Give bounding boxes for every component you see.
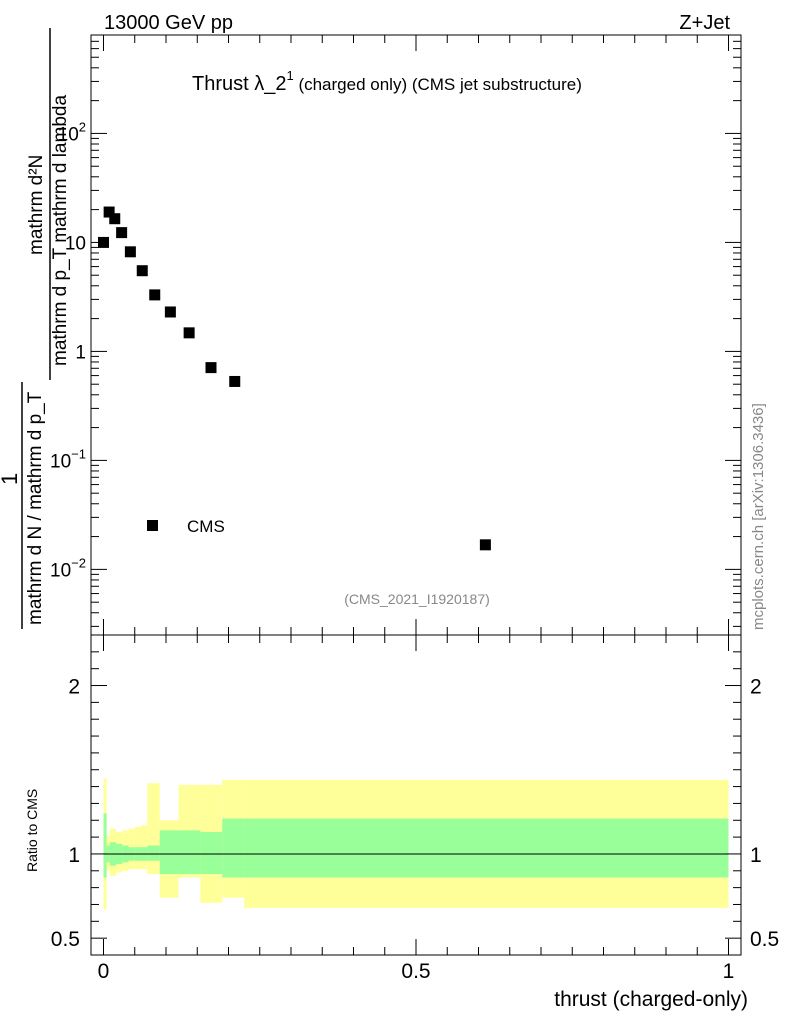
data-point [479,539,491,551]
ratio-y-tick-label-right: 0.5 [750,928,779,951]
green-band-bin [159,830,179,875]
x-tick-label: 0.5 [401,960,430,983]
data-point [109,213,121,225]
plot-title: Thrust λ_21 (charged only) (CMS jet subs… [192,68,582,95]
x-tick-label: 0 [98,960,110,983]
data-point [149,289,161,301]
ratio-y-tick-label-left: 0.5 [51,928,80,951]
main-axis-ticks: 102 10 1 10−1 10−2 [50,34,741,635]
data-point [183,327,195,339]
plot-title-main: Thrust λ_2 [192,73,286,95]
x-tick-label: 1 [723,960,735,983]
ylabel-prefix-den: mathrm d N / mathrm d p_T [25,391,46,625]
header-left: 13000 GeV pp [104,12,233,34]
green-band-bin [178,830,201,875]
ratio-ylabel: Ratio to CMS [24,789,40,872]
y-tick-label: 1 [75,342,86,363]
ylabel-denominator: mathrm d p_T mathrm d lambda [50,95,71,366]
ratio-axis-ticks: 0.5 0.5 1 1 2 2 0 0.5 1 [51,634,779,983]
main-ylabel: 1 mathrm d N / mathrm d p_T mathrm d²N m… [0,28,71,629]
data-point [116,227,128,239]
ratio-y-tick-label-left: 2 [68,676,80,699]
green-band-bin [200,832,223,875]
y-tick-label: 102 [58,119,86,145]
data-point [103,206,115,218]
ylabel-numerator: mathrm d²N [26,155,47,255]
x-axis-label: thrust (charged-only) [554,988,748,1011]
data-points [98,206,491,551]
green-band-bin [244,818,729,878]
y-tick-label: 10−2 [50,555,86,581]
plot-title-rest: (charged only) (CMS jet substructure) [294,75,582,94]
ratio-y-tick-label-left: 1 [68,844,80,867]
data-point [124,246,136,258]
ratio-bands [103,778,729,910]
green-band-bin [147,845,160,861]
watermark: mcplots.cern.ch [arXiv:1306.3436] [750,403,767,630]
analysis-id: (CMS_2021_I1920187) [344,591,490,607]
green-band-bin [103,813,107,878]
data-point [229,375,241,387]
legend-label: CMS [187,517,225,536]
y-tick-label: 10 [65,233,86,254]
y-tick-label: 10−1 [50,446,86,472]
legend-marker [147,520,158,531]
data-point [98,236,109,248]
green-band-bin [222,818,245,878]
plot-title-sup: 1 [286,68,293,83]
ratio-y-tick-label-right: 1 [750,844,762,867]
data-point [136,265,148,277]
ylabel-prefix: 1 [0,473,22,485]
data-point [205,362,217,374]
data-point [164,306,176,318]
header-right: Z+Jet [679,12,730,34]
ratio-y-tick-label-right: 2 [750,676,762,699]
